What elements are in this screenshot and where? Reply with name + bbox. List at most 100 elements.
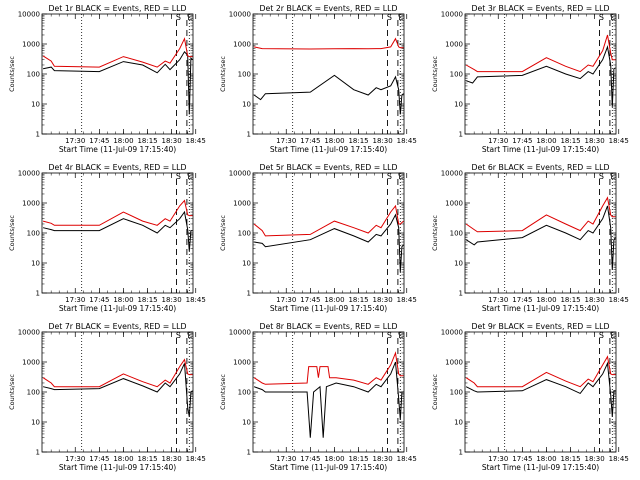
y-tick-label: 1000 [233,359,251,367]
series-events-line [254,213,404,273]
y-tick-label: 1 [247,449,251,457]
x-axis-label: Start Time (11-Jul-09 17:15:40) [270,463,387,472]
x-tick-label: 18:45 [609,296,629,304]
panel-title: Det 2r BLACK = Events, RED = LLD [260,4,398,13]
panel-title: Det 8r BLACK = Events, RED = LLD [260,322,398,331]
series-events-line [465,361,616,417]
y-axis-label: Counts/sec [219,215,227,251]
series-events-line [465,205,616,270]
y-axis-label: Counts/sec [431,374,439,410]
marker-S: S [599,331,604,340]
series-lld-line [465,34,616,73]
marker-E: E [187,13,192,22]
x-axis-label: Start Time (11-Jul-09 17:15:40) [59,304,176,313]
x-tick-label: 17:45 [300,137,320,145]
y-tick-label: 10000 [229,11,251,19]
x-tick-label: 18:45 [609,455,629,463]
series-lld-line [42,199,193,226]
y-tick-label: 1 [247,290,251,298]
x-tick-label: 17:45 [89,296,109,304]
y-tick-label: 1000 [445,359,463,367]
series-events-line [465,45,616,107]
y-tick-label: 10 [31,419,40,427]
x-tick-label: 18:45 [609,137,629,145]
x-tick-label: 18:30 [162,137,182,145]
series-lld-line [253,204,404,237]
series-lld-line [42,358,193,388]
panel-title: Det 1r BLACK = Events, RED = LLD [49,4,187,13]
series-events-line [42,363,193,417]
y-tick-label: 10 [31,260,40,268]
y-tick-label: 100 [238,71,251,79]
y-tick-label: 1000 [22,359,40,367]
panel-title: Det 4r BLACK = Events, RED = LLD [49,163,187,172]
detector-panel: Det 8r BLACK = Events, RED = LLD 1 10 100 10… [219,322,417,472]
y-tick-label: 1 [459,290,463,298]
x-tick-label: 17:45 [300,296,320,304]
x-tick-label: 17:30 [65,296,85,304]
marker-S: S [599,172,604,181]
series-events-line [253,361,404,438]
y-tick-label: 100 [27,71,40,79]
x-tick-label: 18:30 [585,296,605,304]
marker-E: E [610,172,615,181]
plot-frame [41,13,194,135]
y-tick-label: 10 [242,101,251,109]
y-tick-label: 1000 [22,41,40,49]
detector-panel: Det 5r BLACK = Events, RED = LLD 1 10 100 10… [219,163,417,313]
y-tick-label: 10 [242,419,251,427]
x-tick-label: 18:00 [536,455,556,463]
x-tick-label: 18:15 [348,455,368,463]
y-tick-label: 100 [450,230,463,238]
marker-E: E [398,13,403,22]
y-tick-label: 100 [450,71,463,79]
series-events-line [43,50,193,115]
x-tick-label: 18:30 [162,455,182,463]
y-tick-label: 1 [459,131,463,139]
y-tick-label: 10000 [229,170,251,178]
series-lld-line [465,355,616,388]
detector-panel: Det 4r BLACK = Events, RED = LLD 1 10 100 10… [8,163,206,313]
x-tick-label: 18:30 [373,296,393,304]
x-tick-label: 18:30 [585,455,605,463]
x-tick-label: 18:00 [324,137,344,145]
x-tick-label: 18:15 [137,296,157,304]
x-axis-label: Start Time (11-Jul-09 17:15:40) [270,304,387,313]
y-tick-label: 100 [450,389,463,397]
series-lld-line [465,196,616,233]
y-tick-label: 10000 [441,329,463,337]
x-tick-label: 18:15 [560,455,580,463]
y-tick-label: 100 [27,230,40,238]
x-axis-label: Start Time (11-Jul-09 17:15:40) [270,145,387,154]
detector-panel: Det 7r BLACK = Events, RED = LLD 1 10 100 10… [8,322,206,472]
marker-E: E [610,331,615,340]
y-tick-label: 10 [454,419,463,427]
y-tick-label: 10000 [18,329,40,337]
y-tick-label: 1000 [233,41,251,49]
plot-frame [41,331,194,453]
x-tick-label: 17:30 [488,137,508,145]
plot-frame [252,13,405,135]
x-tick-label: 17:30 [276,296,296,304]
x-tick-label: 18:45 [186,455,206,463]
y-axis-label: Counts/sec [8,215,16,251]
y-tick-label: 1 [36,449,40,457]
x-tick-label: 17:45 [512,137,532,145]
x-tick-label: 17:45 [512,296,532,304]
y-tick-label: 10 [454,101,463,109]
y-axis-label: Counts/sec [219,374,227,410]
y-tick-label: 10000 [18,170,40,178]
x-tick-label: 17:45 [512,455,532,463]
marker-S: S [599,13,604,22]
y-tick-label: 10 [242,260,251,268]
x-axis-label: Start Time (11-Jul-09 17:15:40) [59,463,176,472]
detector-panel: Det 6r BLACK = Events, RED = LLD 1 10 100 10… [431,163,629,313]
panel-title: Det 5r BLACK = Events, RED = LLD [260,163,398,172]
detector-panel: Det 2r BLACK = Events, RED = LLD 1 10 100 10… [219,4,417,154]
x-axis-label: Start Time (11-Jul-09 17:15:40) [482,463,599,472]
y-axis-label: Counts/sec [219,56,227,92]
series-events-line [42,210,193,252]
x-tick-label: 18:15 [137,455,157,463]
y-tick-label: 10 [454,260,463,268]
